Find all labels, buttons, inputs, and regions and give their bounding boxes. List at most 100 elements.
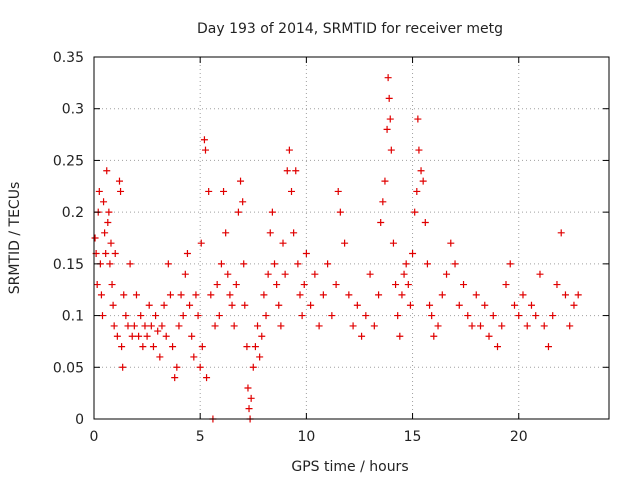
data-point	[115, 177, 123, 185]
data-point	[188, 332, 196, 340]
data-point	[109, 301, 117, 309]
data-point	[426, 301, 434, 309]
data-point	[149, 343, 157, 351]
data-point	[175, 322, 183, 330]
y-tick-label: 0.15	[53, 257, 84, 273]
data-point	[147, 322, 155, 330]
data-point	[288, 187, 296, 195]
data-point	[105, 208, 113, 216]
data-point	[190, 353, 198, 361]
data-point	[328, 312, 336, 320]
data-point	[91, 234, 99, 242]
data-point	[341, 239, 349, 247]
data-point	[419, 177, 427, 185]
y-axis-title: SRMTID / TECUs	[7, 182, 23, 295]
data-point	[145, 301, 153, 309]
data-point	[260, 291, 268, 299]
data-point	[285, 146, 293, 154]
data-point	[324, 260, 332, 268]
data-point	[481, 301, 489, 309]
data-point	[421, 218, 429, 226]
data-point	[141, 322, 149, 330]
data-point	[162, 332, 170, 340]
data-point	[197, 239, 205, 247]
data-point	[506, 260, 514, 268]
data-point	[385, 94, 393, 102]
data-point	[179, 312, 187, 320]
y-tick-label: 0.2	[62, 205, 84, 221]
data-points	[91, 74, 582, 423]
data-point	[494, 343, 502, 351]
data-point	[300, 281, 308, 289]
x-tick-label: 20	[510, 429, 528, 445]
data-point	[106, 260, 114, 268]
x-tick-label: 15	[404, 429, 422, 445]
chart-title: Day 193 of 2014, SRMTID for receiver met…	[197, 21, 503, 37]
data-point	[201, 146, 209, 154]
x-tick-labels: 0 5 10 15 20	[90, 429, 528, 445]
axis-ticks	[93, 56, 609, 420]
data-point	[128, 332, 136, 340]
data-point	[234, 208, 242, 216]
data-point	[375, 291, 383, 299]
data-point	[108, 281, 116, 289]
data-point	[243, 343, 251, 351]
data-point	[271, 260, 279, 268]
data-point	[307, 301, 315, 309]
data-point	[498, 322, 506, 330]
data-point	[126, 260, 134, 268]
data-point	[203, 374, 211, 382]
data-point	[244, 384, 252, 392]
data-point	[283, 167, 291, 175]
y-tick-label: 0.35	[53, 50, 84, 66]
data-point	[124, 322, 132, 330]
data-point	[198, 343, 206, 351]
data-point	[107, 239, 115, 247]
data-point	[181, 270, 189, 278]
data-point	[472, 291, 480, 299]
data-point	[160, 301, 168, 309]
data-point	[186, 301, 194, 309]
x-tick-label: 0	[90, 429, 99, 445]
data-point	[275, 301, 283, 309]
data-point	[196, 363, 204, 371]
data-point	[292, 167, 300, 175]
data-point	[211, 322, 219, 330]
data-point	[200, 136, 208, 144]
data-point	[527, 301, 535, 309]
data-point	[553, 281, 561, 289]
data-point	[296, 291, 304, 299]
data-point	[414, 115, 422, 123]
data-point	[417, 167, 425, 175]
data-point	[194, 312, 202, 320]
data-point	[387, 146, 395, 154]
data-point	[228, 301, 236, 309]
data-point	[515, 312, 523, 320]
data-point	[240, 260, 248, 268]
data-point	[510, 301, 518, 309]
data-point	[137, 312, 145, 320]
data-point	[485, 332, 493, 340]
data-point	[502, 281, 510, 289]
data-point	[215, 312, 223, 320]
data-point	[118, 343, 126, 351]
data-point	[377, 218, 385, 226]
data-point	[434, 322, 442, 330]
data-point	[135, 332, 143, 340]
data-point	[381, 177, 389, 185]
data-point	[464, 312, 472, 320]
data-point	[277, 322, 285, 330]
plot-frame	[93, 56, 610, 420]
data-point	[104, 218, 112, 226]
data-point	[120, 291, 128, 299]
data-point	[311, 270, 319, 278]
data-point	[290, 229, 298, 237]
data-point	[413, 187, 421, 195]
data-point	[536, 270, 544, 278]
data-point	[101, 229, 109, 237]
data-point	[519, 291, 527, 299]
data-point	[205, 187, 213, 195]
data-point	[192, 291, 200, 299]
data-point	[544, 343, 552, 351]
data-point	[384, 74, 392, 82]
